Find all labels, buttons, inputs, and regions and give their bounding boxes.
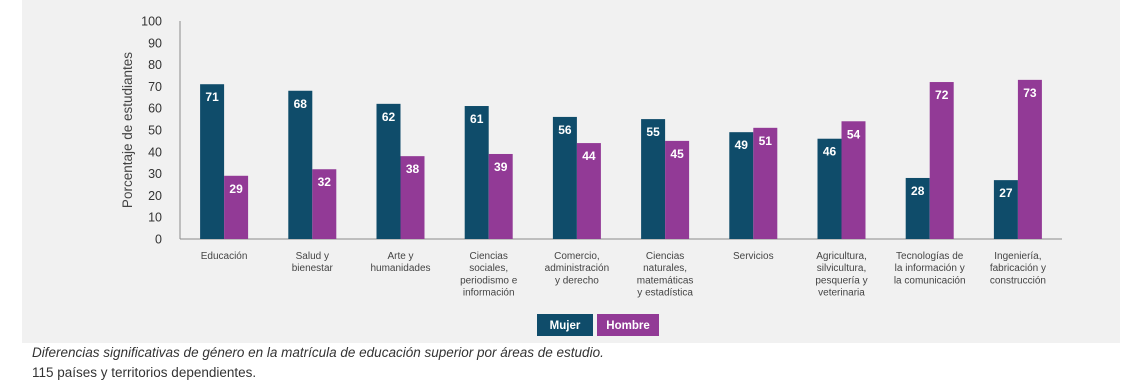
x-tick-label-line: Salud y (296, 251, 329, 262)
data-label: 28 (911, 184, 925, 198)
bar-mujer (464, 106, 489, 240)
x-tick-label-line: silvicultura, (817, 263, 866, 274)
x-tick-label: Comercio, administración y derecho (545, 251, 609, 286)
y-tick-label: 40 (148, 145, 162, 159)
bar-mujer (288, 90, 313, 239)
x-tick-label-line: Tecnologías de (896, 251, 964, 262)
bar-mujer (552, 116, 577, 239)
x-tick-label-line: y derecho (555, 275, 599, 286)
x-tick-label-line: veterinaria (818, 288, 865, 299)
bar-hombre (312, 169, 337, 239)
x-tick-label: Servicios (733, 251, 774, 262)
x-tick-label: Educación (201, 251, 248, 262)
y-tick-label: 60 (148, 102, 162, 116)
x-tick-label-line: información (463, 288, 515, 299)
bar-mujer (993, 180, 1018, 239)
legend-label: Mujer (550, 320, 581, 332)
data-label: 46 (823, 145, 837, 159)
x-tick-label-line: Ciencias (470, 251, 508, 262)
bar-mujer (729, 132, 754, 239)
y-tick-label: 90 (148, 36, 162, 50)
bar-hombre (841, 121, 866, 239)
data-label: 68 (294, 97, 308, 111)
legend-label: Hombre (606, 320, 649, 332)
data-label: 38 (406, 162, 420, 176)
x-tick-label-line: Ciencias (646, 251, 684, 262)
y-tick-label: 100 (141, 15, 162, 29)
x-tick-label-line: la comunicación (894, 275, 966, 286)
x-tick-label-line: humanidades (370, 263, 430, 274)
data-label: 49 (735, 138, 749, 152)
y-tick-label: 0 (155, 233, 162, 247)
data-label: 44 (582, 149, 596, 163)
data-label: 73 (1023, 86, 1037, 100)
data-label: 71 (205, 90, 219, 104)
y-tick-label: 30 (148, 167, 162, 181)
y-axis-title: Porcentaje de estudiantes (120, 52, 135, 208)
bar-mujer (641, 119, 666, 239)
y-tick-label: 20 (148, 189, 162, 203)
y-tick-label: 50 (148, 124, 162, 138)
data-label: 54 (847, 127, 861, 141)
x-tick-label-line: Comercio, (554, 251, 600, 262)
bar-hombre (576, 143, 601, 239)
x-tick-label-line: administración (545, 263, 609, 274)
legend-swatch-mujer (537, 314, 593, 336)
data-label: 29 (229, 182, 243, 196)
x-tick-label-line: sociales, (469, 263, 508, 274)
x-tick-label: Tecnologías de la información y la comunic… (894, 251, 966, 286)
x-tick-label-line: bienestar (292, 263, 334, 274)
x-tick-label-line: pesquería y (815, 275, 867, 286)
data-label: 56 (558, 123, 572, 137)
x-tick-label-line: Arte y (387, 251, 413, 262)
x-tick-label-line: naturales, (643, 263, 687, 274)
data-label: 72 (935, 88, 949, 102)
y-tick-label: 70 (148, 80, 162, 94)
bar-hombre (929, 82, 954, 239)
bar-hombre (665, 140, 690, 239)
bar-hombre (753, 127, 778, 239)
legend-swatch-hombre (597, 314, 659, 336)
figure-subcaption: 115 países y territorios dependientes. (32, 365, 257, 380)
bar-hombre (224, 175, 249, 239)
x-tick-label-line: construcción (990, 275, 1046, 286)
x-tick-label-line: Agricultura, (816, 251, 867, 262)
data-label: 51 (759, 134, 773, 148)
bar-mujer (200, 84, 225, 239)
data-label: 27 (999, 186, 1013, 200)
x-tick-label-line: Educación (201, 251, 248, 262)
bar-hombre (1017, 79, 1042, 239)
x-tick-label: Ingeniería, fabricación y construcción (990, 251, 1046, 286)
figure-caption: Diferencias significativas de género en … (32, 345, 604, 360)
bar-hombre (400, 156, 425, 239)
x-tick-label-line: fabricación y (990, 263, 1046, 274)
bar-mujer (905, 177, 930, 239)
data-label: 32 (318, 175, 332, 189)
x-tick-label-line: y estadística (637, 288, 693, 299)
x-tick-label: Agricultura, silvicultura, pesquería y vete… (815, 251, 867, 299)
y-tick-label: 10 (148, 211, 162, 225)
bar-mujer (817, 138, 842, 239)
bar-mujer (376, 103, 401, 239)
data-label: 45 (670, 147, 684, 161)
x-tick-label-line: periodismo e (460, 275, 518, 286)
x-tick-label: Ciencias naturales, matemáticas y estadísti… (637, 251, 694, 299)
x-tick-label-line: Servicios (733, 251, 774, 262)
data-label: 55 (646, 125, 660, 139)
x-tick-label: Arte y humanidades (370, 251, 430, 274)
y-tick-label: 80 (148, 58, 162, 72)
bar-hombre (488, 153, 513, 239)
data-label: 39 (494, 160, 508, 174)
x-tick-label: Ciencias sociales, periodismo e información (460, 251, 518, 299)
x-tick-label-line: la información y (895, 263, 965, 274)
bar-chart: Porcentaje de estudiantes 0 10 20 30 40 50 60 70… (120, 15, 1062, 336)
x-tick-label-line: matemáticas (637, 275, 694, 286)
data-label: 61 (470, 112, 484, 126)
x-tick-label: Salud y bienestar (292, 251, 334, 274)
x-tick-label-line: Ingeniería, (994, 251, 1041, 262)
chart-panel: Porcentaje de estudiantes 0 10 20 30 40 50 60 70… (22, 0, 1120, 343)
data-label: 62 (382, 110, 396, 124)
